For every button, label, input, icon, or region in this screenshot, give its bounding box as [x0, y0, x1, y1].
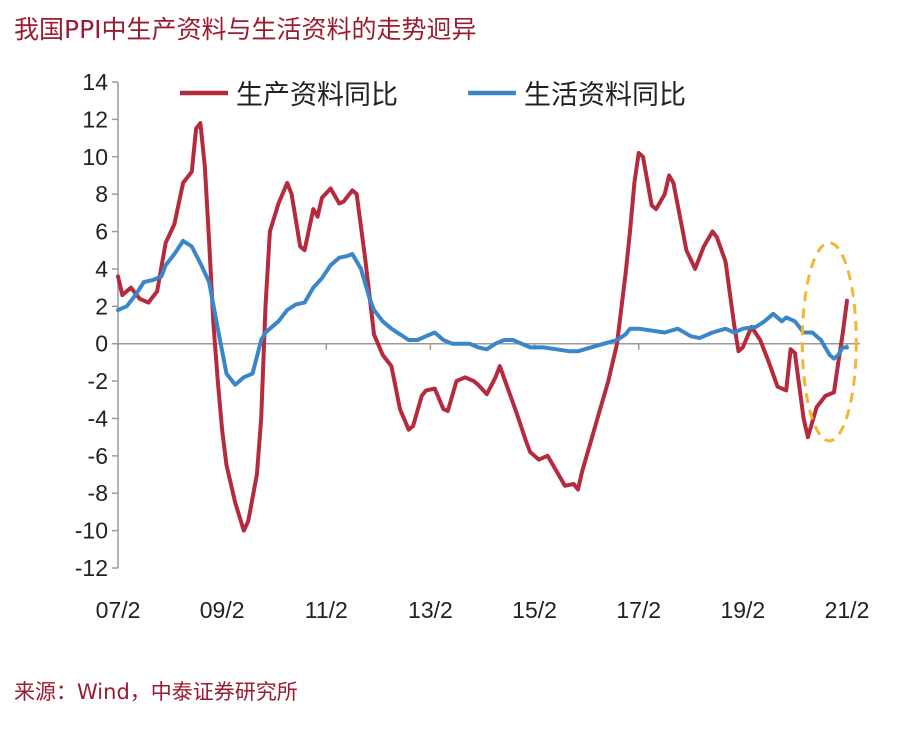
y-tick-label: -8	[88, 480, 108, 506]
x-tick-label: 11/2	[305, 597, 348, 623]
x-tick-label: 07/2	[96, 597, 141, 623]
y-tick-label: 2	[95, 293, 108, 319]
y-tick-labels: 14 12 10 8 6 4 2 0 -2 -4 -6 -8 -10 -12	[75, 69, 108, 581]
x-tick-label: 13/2	[408, 597, 453, 623]
consumer-series-line	[116, 238, 849, 387]
y-tick-label: 10	[82, 144, 108, 170]
x-tick-label: 19/2	[720, 597, 765, 623]
y-tick-label: -10	[75, 518, 108, 544]
y-tick-label: 0	[95, 331, 108, 357]
y-tick-label: -4	[88, 405, 109, 431]
x-tick-label: 17/2	[616, 597, 661, 623]
y-tick-label: 8	[95, 181, 108, 207]
consumer-legend-label: 生活资料同比	[524, 80, 686, 111]
y-tick-label: 12	[82, 106, 108, 132]
y-tick-label: 4	[95, 256, 108, 282]
annotations	[800, 241, 858, 443]
y-tick-label: 14	[82, 69, 108, 95]
y-tick-label: -2	[88, 368, 108, 394]
y-tick-label: -12	[75, 555, 108, 581]
x-tick-label: 15/2	[512, 597, 557, 623]
y-tick-label: 6	[95, 219, 108, 245]
x-tick-label: 21/2	[825, 597, 870, 623]
chart-title: 我国PPI中生产资料与生活资料的走势迥异	[14, 15, 477, 44]
highlight-ellipse	[800, 241, 858, 443]
series-lines	[116, 121, 849, 533]
producer-series-line	[116, 121, 849, 533]
source-note: 来源：Wind，中泰证券研究所	[14, 680, 298, 704]
x-tick-labels: 07/2 09/2 11/2 13/2 15/2 17/2 19/2 21/2	[96, 597, 870, 623]
y-tick-label: -6	[88, 443, 108, 469]
x-tick-label: 09/2	[200, 597, 245, 623]
legend: 生产资料同比 生活资料同比	[180, 80, 686, 111]
producer-legend-label: 生产资料同比	[236, 80, 398, 111]
axes	[112, 81, 860, 569]
